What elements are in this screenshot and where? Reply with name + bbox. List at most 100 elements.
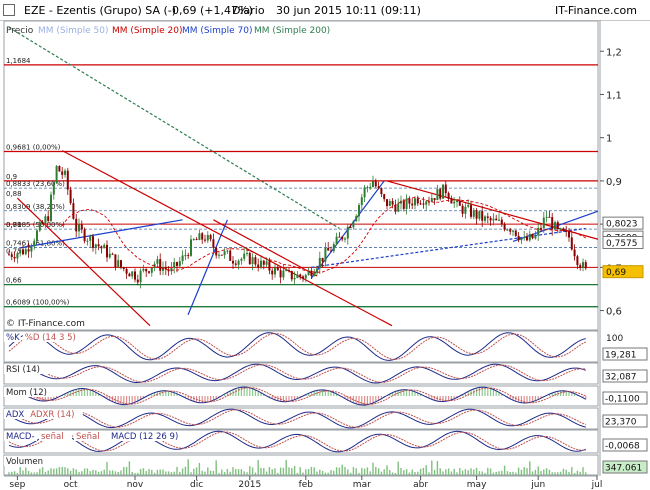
candle-body <box>570 237 573 250</box>
volume-bar <box>534 469 537 475</box>
indicator-value-label: -0,1100 <box>605 395 640 405</box>
candle-body <box>447 193 450 199</box>
candle-body <box>229 250 232 261</box>
volume-bar <box>125 467 128 475</box>
price-panel: Precio MM (Simple 50) MM (Simple 20) MM (Si… <box>3 20 644 476</box>
volume-bar <box>237 469 240 475</box>
volume-bar <box>335 467 338 475</box>
price-change-label: 0,69 (+1,47%) <box>172 4 253 17</box>
candle-body <box>579 265 582 268</box>
indicator-label-bg <box>22 332 89 342</box>
menu-icon[interactable] <box>3 4 15 16</box>
volume-bar <box>137 472 139 475</box>
volume-bar <box>277 472 279 475</box>
volume-bar <box>369 471 371 475</box>
volume-bar <box>291 468 293 475</box>
volume-bar <box>19 467 21 475</box>
volume-bar <box>53 468 55 475</box>
volume-bar <box>512 471 514 475</box>
volume-bar <box>156 469 159 475</box>
volume-bar <box>218 472 220 475</box>
volume-bar <box>417 471 419 475</box>
volume-bar <box>414 472 416 475</box>
candle-body <box>204 239 206 241</box>
volume-bar <box>543 469 545 475</box>
candle-body <box>299 274 302 277</box>
volume-bar <box>358 472 360 475</box>
candle-body <box>391 201 394 205</box>
candle-body <box>248 252 251 265</box>
candle-body <box>226 250 229 252</box>
candle-body <box>237 260 240 265</box>
candle-body <box>428 201 430 203</box>
x-tick-label: 2015 <box>238 480 261 490</box>
legend-item-2: MM (Simple 20) <box>112 26 182 36</box>
volume-bar <box>422 467 425 475</box>
candle-body <box>313 272 316 276</box>
y-tick-label: 1,2 <box>606 47 622 58</box>
fibonacci-label: 0,7461 (61,80%) <box>6 239 65 247</box>
volume-bar <box>204 471 206 475</box>
volume-bar <box>515 472 517 475</box>
candle-body <box>254 257 257 265</box>
indicator-label: RSI (14) <box>6 365 40 375</box>
candle-body <box>307 270 310 276</box>
volume-bar <box>103 469 105 475</box>
indicator-label-bg <box>4 387 55 397</box>
candle-body <box>240 258 243 261</box>
candle-body <box>542 217 545 229</box>
volume-bar <box>349 472 352 475</box>
candle-body <box>190 239 192 256</box>
volume-bar <box>559 471 562 475</box>
x-tick-label: dic <box>190 480 203 490</box>
volume-bar <box>453 468 455 475</box>
legend-item-3: MM (Simple 70) <box>182 26 252 36</box>
volume-bar <box>405 469 408 475</box>
candle-body <box>332 244 335 252</box>
candle-body <box>122 267 125 269</box>
volume-bar <box>173 471 175 475</box>
volume-bar <box>478 471 481 475</box>
volume-bar <box>240 469 243 475</box>
volume-bar <box>316 471 318 475</box>
x-tick-label: mar <box>353 480 371 490</box>
x-tick-label: sep <box>9 480 25 490</box>
candle-body <box>285 270 288 272</box>
candle-body <box>296 274 299 278</box>
indicator-label: MACD- <box>6 432 35 442</box>
candle-body <box>198 233 201 240</box>
candle-body <box>556 222 559 230</box>
fibonacci-label: 0,8309 (38,20%) <box>6 203 65 211</box>
candle-body <box>335 236 338 245</box>
candle-body <box>503 224 506 230</box>
volume-bar <box>386 465 388 475</box>
candle-body <box>86 240 89 242</box>
x-tick-label: jul <box>591 480 603 490</box>
candle-body <box>341 236 344 240</box>
volume-bar <box>475 467 478 475</box>
candle-body <box>97 244 100 247</box>
volume-bar <box>11 471 13 475</box>
volume-bar <box>363 468 366 475</box>
volume-bar <box>375 466 377 475</box>
volume-bar <box>95 470 97 475</box>
volume-bar <box>78 472 80 475</box>
volume-bar <box>69 470 72 475</box>
indicator-line-main <box>8 386 587 406</box>
volume-bar <box>86 468 89 475</box>
indicator-label: ADXR (14) <box>30 410 74 420</box>
candle-body <box>30 246 33 252</box>
candle-body <box>75 218 78 232</box>
indicator-label-bg <box>4 332 21 342</box>
volume-bar <box>321 470 324 475</box>
candle-body <box>170 267 173 272</box>
volume-bar <box>92 469 94 475</box>
candle-body <box>450 198 453 204</box>
candle-body <box>114 254 117 267</box>
volume-bar <box>408 472 411 475</box>
candle-body <box>38 222 41 231</box>
volume-bar <box>33 472 35 475</box>
candle-body <box>439 189 442 199</box>
datetime-label: 30 jun 2015 10:11 (09:11) <box>276 4 421 17</box>
volume-bar <box>310 466 313 475</box>
